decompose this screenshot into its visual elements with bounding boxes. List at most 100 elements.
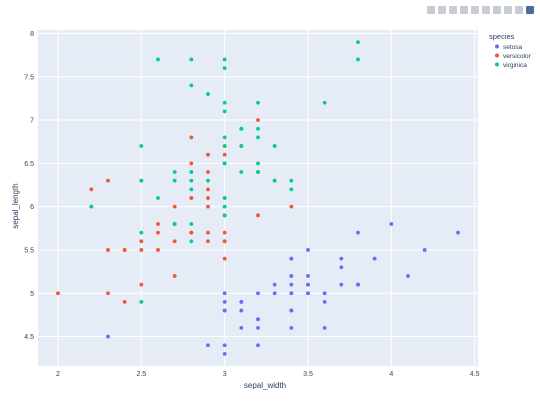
box-select-icon[interactable]	[460, 6, 468, 14]
data-point-setosa	[306, 282, 310, 287]
data-point-setosa	[272, 291, 277, 296]
data-point-setosa	[339, 256, 344, 261]
data-point-setosa	[256, 291, 260, 296]
data-point-virginica	[222, 109, 227, 114]
data-point-versicolor	[189, 196, 194, 200]
pan-icon[interactable]	[449, 6, 457, 14]
data-point-setosa	[222, 343, 227, 348]
data-point-versicolor	[139, 239, 144, 244]
data-point-setosa	[306, 291, 310, 296]
data-point-virginica	[289, 178, 294, 183]
data-point-virginica	[256, 135, 260, 140]
camera-icon[interactable]	[427, 6, 435, 14]
data-point-virginica	[239, 126, 244, 131]
legend-label-setosa[interactable]: setosa	[503, 44, 523, 51]
x-tick-label: 3	[223, 371, 227, 378]
legend-marker-virginica[interactable]	[495, 62, 499, 67]
data-point-virginica	[206, 178, 210, 183]
y-tick-label: 4.5	[24, 334, 34, 341]
data-point-virginica	[89, 204, 94, 209]
legend-marker-setosa[interactable]	[495, 44, 499, 49]
data-point-setosa	[106, 334, 110, 339]
data-point-versicolor	[206, 187, 210, 192]
plotly-logo-icon	[526, 6, 534, 14]
data-point-setosa	[372, 256, 377, 261]
data-point-setosa	[239, 325, 244, 330]
x-tick-label: 4.5	[470, 371, 480, 378]
data-point-setosa	[356, 282, 360, 287]
y-tick-label: 6.5	[24, 161, 34, 168]
data-point-setosa	[256, 343, 260, 348]
legend-marker-versicolor[interactable]	[495, 53, 499, 58]
data-point-virginica	[272, 144, 277, 148]
data-point-virginica	[239, 170, 244, 174]
legend-label-virginica[interactable]: virginica	[503, 62, 527, 69]
data-point-virginica	[356, 40, 360, 45]
data-point-virginica	[189, 239, 194, 244]
data-point-setosa	[239, 308, 244, 313]
data-point-virginica	[222, 204, 227, 209]
data-point-versicolor	[89, 187, 94, 192]
data-point-versicolor	[156, 248, 160, 252]
data-point-versicolor	[172, 239, 177, 244]
data-point-versicolor	[206, 196, 210, 200]
data-point-versicolor	[189, 135, 194, 140]
data-point-setosa	[206, 343, 210, 348]
data-point-virginica	[172, 222, 177, 226]
data-point-versicolor	[156, 230, 160, 235]
home-icon[interactable]	[515, 6, 523, 14]
x-axis-label: sepal_width	[244, 381, 286, 390]
data-point-versicolor	[139, 248, 144, 252]
y-tick-label: 8	[30, 31, 34, 38]
data-point-virginica	[189, 170, 194, 174]
data-point-setosa	[306, 274, 310, 278]
plot-background	[38, 30, 478, 366]
data-point-virginica	[272, 178, 277, 183]
data-point-setosa	[339, 282, 344, 287]
data-point-versicolor	[189, 161, 194, 166]
data-point-virginica	[222, 66, 227, 71]
zoom-out-icon[interactable]	[493, 6, 501, 14]
legend-label-versicolor[interactable]: versicolor	[503, 53, 532, 60]
data-point-setosa	[306, 248, 310, 252]
data-point-versicolor	[122, 300, 127, 304]
data-point-setosa	[322, 325, 327, 330]
data-point-virginica	[189, 178, 194, 183]
data-point-virginica	[172, 170, 177, 174]
data-point-setosa	[389, 222, 394, 226]
data-point-virginica	[139, 230, 144, 235]
data-points	[56, 40, 460, 356]
y-tick-label: 7	[30, 118, 34, 125]
data-point-virginica	[156, 57, 160, 62]
data-point-virginica	[222, 144, 227, 148]
y-tick-label: 5	[30, 291, 34, 298]
data-point-versicolor	[206, 152, 210, 157]
data-point-virginica	[222, 100, 227, 105]
data-point-versicolor	[256, 118, 260, 122]
data-point-versicolor	[106, 248, 110, 252]
y-tick-label: 6	[30, 204, 34, 211]
data-point-setosa	[222, 300, 227, 304]
lasso-icon[interactable]	[471, 6, 479, 14]
data-point-virginica	[222, 196, 227, 200]
data-point-versicolor	[289, 204, 294, 209]
data-point-setosa	[222, 291, 227, 296]
data-point-setosa	[339, 265, 344, 270]
data-point-virginica	[256, 170, 260, 174]
data-point-virginica	[356, 57, 360, 62]
data-point-virginica	[322, 100, 327, 105]
data-point-versicolor	[189, 230, 194, 235]
legend: species setosa versicolor virginica	[489, 32, 532, 69]
x-tick-label: 2	[56, 371, 60, 378]
zoom-icon[interactable]	[438, 6, 446, 14]
zoom-in-icon[interactable]	[482, 6, 490, 14]
autoscale-icon[interactable]	[504, 6, 512, 14]
data-point-versicolor	[222, 152, 227, 157]
data-point-setosa	[322, 291, 327, 296]
data-point-versicolor	[172, 274, 177, 278]
y-tick-label: 7.5	[24, 74, 34, 81]
data-point-versicolor	[206, 230, 210, 235]
data-point-virginica	[172, 178, 177, 183]
grid-lines	[38, 30, 478, 366]
